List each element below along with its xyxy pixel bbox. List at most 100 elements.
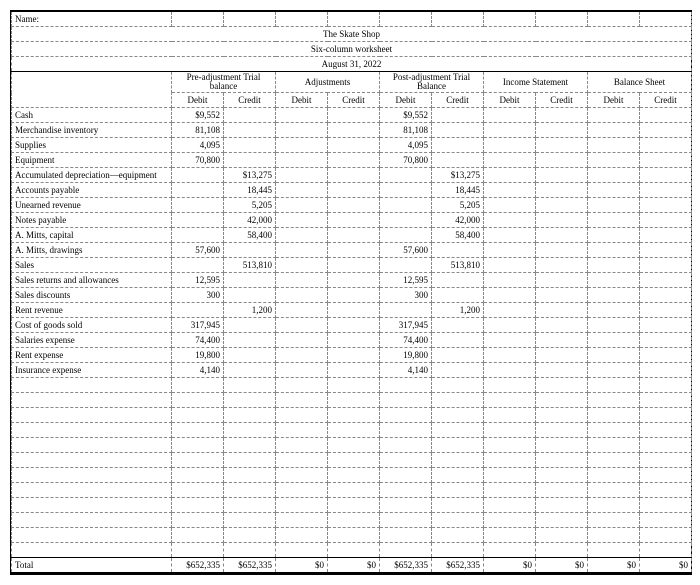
cell-value [536,408,588,423]
account-name [12,453,172,468]
cell-value [276,153,328,168]
cell-value [536,543,588,558]
cell-value [588,228,640,243]
cell-value [380,513,432,528]
account-name: Total [12,558,172,574]
cell-value [484,438,536,453]
title-row: Six-column worksheet [12,42,692,57]
cell-value [328,393,380,408]
cell-value [640,393,692,408]
cell-value: $0 [328,558,380,574]
cell-value [224,273,276,288]
account-name: Sales [12,258,172,273]
cell-value [640,543,692,558]
cell-value [484,228,536,243]
cell-value [588,498,640,513]
cell-value [640,108,692,123]
data-row: Merchandise inventory81,10881,108 [12,123,692,138]
blank-row [12,408,692,423]
blank-row [12,483,692,498]
blank-row [12,498,692,513]
cell-value [588,303,640,318]
cell-value [588,423,640,438]
cell-value [328,198,380,213]
cell-value [588,213,640,228]
cell-value: 74,400 [172,333,224,348]
cell-value [224,393,276,408]
cell-value [536,333,588,348]
cell-value: 70,800 [172,153,224,168]
cell-value [484,408,536,423]
cell-value [484,213,536,228]
cell-value [224,378,276,393]
name-label: Name: [12,12,172,27]
cell-value [432,348,484,363]
cell-value [380,408,432,423]
cell-value [276,513,328,528]
cell-value [536,318,588,333]
cell-value [224,333,276,348]
cell-value [536,138,588,153]
cell-value [432,513,484,528]
cell-value [276,453,328,468]
cell-value [640,438,692,453]
cell-value: 81,108 [172,123,224,138]
data-row: Sales513,810513,810 [12,258,692,273]
cell-value: 19,800 [380,348,432,363]
cell-value [172,393,224,408]
cell-value [640,408,692,423]
cell-value [172,498,224,513]
cell-value: $652,335 [172,558,224,574]
cell-value [588,483,640,498]
cell-value [588,183,640,198]
cell-value [172,303,224,318]
cell-value [276,303,328,318]
cell-value [224,543,276,558]
account-name: Cash [12,108,172,123]
cell-value [328,273,380,288]
account-name: Rent revenue [12,303,172,318]
blank-row [12,438,692,453]
group-post: Post-adjustment Trial Balance [380,72,484,93]
cell-value [224,108,276,123]
cell-value [276,168,328,183]
cell-value [432,528,484,543]
cell-value [588,513,640,528]
cell-value [276,378,328,393]
cell-value [640,483,692,498]
cell-value [536,483,588,498]
cell-value [536,198,588,213]
blank-row [12,543,692,558]
cell-value [276,138,328,153]
cell-value [588,318,640,333]
group-inc: Income Statement [484,72,588,93]
cell-value [432,483,484,498]
cell-value: 4,140 [172,363,224,378]
cell-value [380,303,432,318]
cell-value: 1,200 [432,303,484,318]
cell-value [588,378,640,393]
cell-value [328,243,380,258]
account-name: Unearned revenue [12,198,172,213]
cell-value [380,483,432,498]
cell-value [432,333,484,348]
data-row: Unearned revenue5,2055,205 [12,198,692,213]
account-name: Salaries expense [12,333,172,348]
account-name: Equipment [12,153,172,168]
cell-value [484,108,536,123]
cell-value: 5,205 [432,198,484,213]
cell-value: $0 [484,558,536,574]
cell-value [536,513,588,528]
cell-value [588,168,640,183]
cell-value: 70,800 [380,153,432,168]
cell-value [224,483,276,498]
cell-value: $0 [640,558,692,574]
account-name [12,513,172,528]
cell-value [172,183,224,198]
cell-value [328,513,380,528]
cell-value [432,363,484,378]
cell-value [276,363,328,378]
cell-value [484,168,536,183]
sub-credit: Credit [640,93,692,108]
cell-value [432,453,484,468]
